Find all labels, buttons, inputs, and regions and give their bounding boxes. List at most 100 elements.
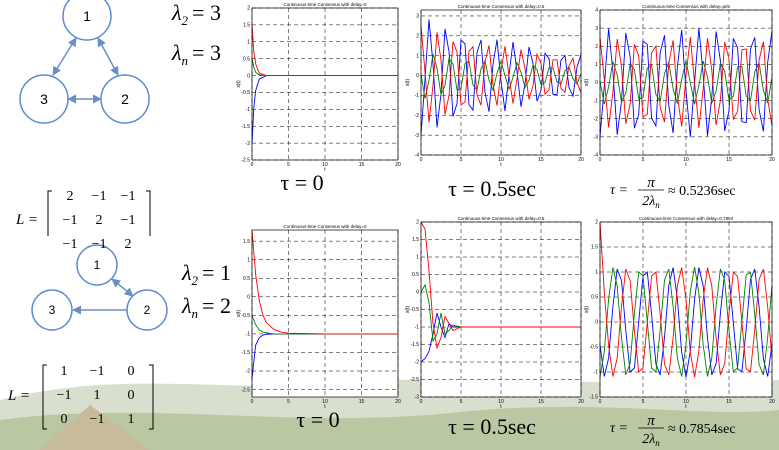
- plot-area: [252, 230, 398, 397]
- matrix-entry: −1: [92, 189, 107, 204]
- eigenvalue: λ2 = 3: [171, 0, 221, 28]
- caption: τ = 0.5sec: [448, 176, 536, 201]
- matrix-entry: 1: [94, 388, 101, 403]
- series-line: [599, 221, 773, 378]
- chart-title: Continuous-time Consensus with delay=pi/…: [642, 4, 730, 9]
- y-tick-label: 3: [416, 14, 419, 20]
- x-tick-label: 20: [395, 399, 401, 405]
- chart-title: Continuous-time Consensus with delay=0: [284, 2, 367, 7]
- caption-denominator: 2λn: [642, 432, 660, 448]
- x-tick-label: 5: [642, 157, 645, 163]
- y-tick-label: -2: [246, 141, 251, 147]
- denominator-main: 2λ: [642, 194, 655, 209]
- y-tick-label: 4: [595, 8, 598, 14]
- caption-prefix: τ =: [610, 183, 628, 198]
- eigenvalue: λ2 = 1: [181, 260, 231, 288]
- matrix-entry: 1: [61, 364, 68, 379]
- caption: τ = 0: [280, 170, 323, 195]
- denominator-main: 2λ: [642, 432, 655, 447]
- node-label: 1: [94, 258, 101, 272]
- y-tick-label: -1: [246, 107, 251, 113]
- eigenvalue: λn = 3: [171, 40, 221, 68]
- y-axis-label: x(t): [236, 80, 242, 88]
- matrix-entry: −1: [63, 237, 78, 252]
- matrix-entry: −1: [121, 213, 136, 228]
- x-tick-label: 10: [498, 399, 504, 405]
- y-tick-label: 1: [416, 53, 419, 59]
- lambda-sub: n: [192, 306, 199, 321]
- y-tick-label: 0: [247, 73, 250, 79]
- y-tick-label: 1: [416, 255, 419, 261]
- y-tick-label: -1.5: [410, 342, 419, 348]
- matrix-entry: −1: [92, 237, 107, 252]
- x-tick-label: 5: [460, 157, 463, 163]
- x-axis-label: t: [685, 404, 687, 410]
- x-tick-label: 0: [251, 399, 254, 405]
- x-tick-label: 20: [578, 399, 584, 405]
- landscape-rock: [40, 405, 150, 450]
- y-tick-label: 0.5: [591, 295, 598, 301]
- eigenvalue: λn = 2: [181, 293, 231, 321]
- x-axis-label: t: [324, 404, 326, 410]
- caption-numerator: π: [647, 175, 655, 191]
- series-line: [420, 25, 582, 123]
- matrix-entry: 2: [67, 189, 74, 204]
- node-label: 1: [83, 8, 91, 24]
- y-tick-label: 3: [595, 26, 598, 32]
- denominator-sub: n: [655, 438, 660, 448]
- y-tick-label: 0: [247, 295, 250, 301]
- y-tick-label: 2: [595, 44, 598, 50]
- matrix-entry: −1: [57, 388, 72, 403]
- lambda-rest: = 2: [202, 293, 231, 318]
- y-tick-label: -1: [594, 370, 599, 376]
- y-tick-label: -0.5: [241, 313, 250, 319]
- y-tick-label: 1: [595, 270, 598, 276]
- plot-frame: [251, 7, 399, 161]
- matrix-bracket: [42, 364, 154, 430]
- y-tick-label: 0.5: [412, 272, 419, 278]
- y-tick-label: -1: [594, 98, 599, 104]
- y-tick-label: 2: [416, 34, 419, 40]
- y-tick-label: -0.5: [410, 307, 419, 313]
- y-tick-label: -2.5: [241, 158, 250, 164]
- matrix-entry: −1: [63, 213, 78, 228]
- x-tick-label: 20: [769, 399, 775, 405]
- node-label: 3: [40, 91, 48, 107]
- matrix-entry: −1: [90, 364, 105, 379]
- matrix-entry: −1: [90, 412, 105, 427]
- y-tick-label: 1.5: [412, 237, 419, 243]
- plot-frame: [599, 9, 773, 156]
- caption-numerator: π: [647, 413, 655, 429]
- y-tick-label: 2: [416, 220, 419, 226]
- y-tick-label: -2.5: [241, 387, 250, 393]
- y-tick-label: -3: [415, 395, 420, 401]
- matrix-entry: 0: [128, 364, 135, 379]
- matrix-entry: 0: [61, 412, 68, 427]
- graph-1: [19, 0, 150, 124]
- y-tick-label: 0.5: [243, 56, 250, 62]
- series-line: [599, 267, 773, 378]
- x-tick-label: 20: [395, 162, 401, 168]
- x-tick-label: 0: [599, 157, 602, 163]
- chart-title: Continuous-time Consensus with delay=0.5: [458, 216, 545, 221]
- x-tick-label: 10: [683, 157, 689, 163]
- y-tick-label: -2.5: [410, 377, 419, 383]
- y-tick-label: 1.5: [591, 245, 598, 251]
- matrix-entry: 2: [125, 237, 132, 252]
- x-tick-label: 20: [769, 157, 775, 163]
- x-tick-label: 15: [726, 157, 732, 163]
- y-tick-label: -1.5: [241, 350, 250, 356]
- series-line: [599, 266, 773, 378]
- series-line: [251, 24, 398, 77]
- plot-frame: [599, 221, 773, 398]
- series-line: [420, 221, 581, 350]
- y-tick-label: -1: [246, 332, 251, 338]
- caption-denominator: 2λn: [642, 194, 660, 210]
- node-label: 2: [121, 91, 129, 107]
- plot-frame: [420, 9, 582, 156]
- x-tick-label: 0: [420, 399, 423, 405]
- caption-suffix: ≈ 0.7854sec: [668, 422, 736, 437]
- plot-frame: [420, 221, 582, 398]
- matrix-entry: −1: [121, 189, 136, 204]
- caption: τ = 0: [296, 407, 339, 432]
